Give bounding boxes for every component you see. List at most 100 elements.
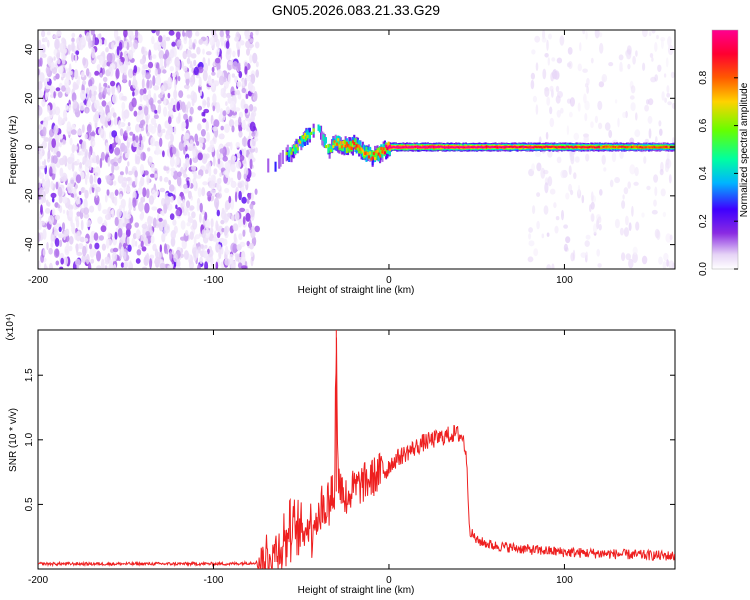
colorbar-ticks: 0.0 0.2 0.4 0.6 0.8 bbox=[698, 70, 738, 276]
noise-blob bbox=[220, 246, 224, 255]
noise-blob bbox=[68, 63, 72, 74]
noise-blob bbox=[170, 49, 175, 59]
noise-blob bbox=[47, 39, 50, 48]
noise-blob bbox=[94, 99, 100, 110]
ridge-cell bbox=[379, 150, 382, 157]
noise-blob bbox=[659, 168, 664, 176]
noise-blob bbox=[568, 61, 573, 69]
noise-blob bbox=[148, 97, 154, 106]
ridge-cell bbox=[410, 145, 413, 148]
noise-blob bbox=[99, 157, 103, 169]
ridge-cell bbox=[363, 152, 366, 156]
ridge-cell bbox=[329, 149, 332, 153]
noise-blob bbox=[146, 79, 150, 89]
ridge-cell bbox=[537, 145, 540, 148]
noise-blob bbox=[622, 111, 627, 119]
noise-blob bbox=[96, 154, 100, 165]
noise-blob bbox=[114, 147, 121, 156]
noise-blob bbox=[195, 249, 199, 259]
noise-blob bbox=[77, 75, 81, 86]
noise-blob bbox=[219, 30, 224, 38]
noise-blob bbox=[246, 198, 250, 204]
ridge-cell bbox=[596, 146, 599, 149]
noise-blob bbox=[601, 154, 606, 165]
noise-blob bbox=[75, 184, 78, 189]
snr-plot-frame bbox=[37, 329, 676, 570]
ridge-cell bbox=[327, 144, 330, 148]
noise-blob bbox=[223, 123, 230, 133]
ridge-cell bbox=[464, 146, 467, 149]
noise-blob bbox=[195, 31, 200, 37]
snr-y-label: SNR (10 * v/v) bbox=[8, 408, 19, 472]
snr-x-label: Height of straight line (km) bbox=[298, 585, 415, 596]
noise-blob bbox=[234, 107, 241, 112]
ridge-cell bbox=[281, 150, 284, 164]
ridge-cell bbox=[591, 146, 594, 149]
noise-blob bbox=[653, 199, 657, 207]
ridge-cell bbox=[544, 145, 547, 148]
noise-blob bbox=[241, 196, 247, 204]
noise-blob bbox=[244, 261, 248, 267]
noise-blob bbox=[100, 225, 107, 233]
noise-blob bbox=[142, 94, 148, 101]
noise-blob bbox=[108, 260, 113, 269]
ridge-cell bbox=[349, 141, 352, 148]
noise-blob bbox=[248, 104, 254, 112]
ridge-cell bbox=[356, 139, 359, 150]
ridge-cell bbox=[523, 145, 526, 148]
noise-blob bbox=[666, 85, 670, 93]
noise-blob bbox=[197, 187, 202, 198]
ridge-cell bbox=[533, 145, 536, 148]
ridge-cell bbox=[581, 145, 584, 148]
noise-blob bbox=[135, 229, 141, 240]
noise-blob bbox=[183, 113, 188, 121]
noise-blob bbox=[146, 188, 150, 199]
ridge-cell bbox=[334, 140, 337, 151]
noise-blob bbox=[568, 165, 572, 176]
noise-blob bbox=[154, 68, 158, 76]
noise-blob bbox=[224, 258, 231, 266]
noise-blob bbox=[554, 70, 560, 80]
noise-blob bbox=[49, 109, 53, 116]
noise-blob bbox=[141, 78, 145, 89]
noise-blob bbox=[132, 197, 137, 208]
noise-blob bbox=[247, 81, 253, 92]
noise-blob bbox=[189, 106, 194, 115]
noise-blob bbox=[574, 156, 580, 163]
noise-blob bbox=[189, 205, 195, 211]
noise-blob bbox=[159, 137, 163, 147]
noise-blob bbox=[72, 99, 78, 110]
noise-blob bbox=[628, 258, 634, 269]
noise-blob bbox=[530, 72, 536, 80]
noise-blob bbox=[76, 159, 80, 164]
noise-blob bbox=[565, 236, 571, 244]
ridge-cell bbox=[301, 135, 304, 142]
noise-blob bbox=[169, 213, 175, 221]
noise-blob bbox=[108, 101, 112, 108]
noise-blob bbox=[173, 125, 177, 135]
noise-blob bbox=[250, 208, 255, 218]
noise-blob bbox=[183, 211, 188, 216]
ridge-cell bbox=[380, 146, 383, 150]
ridge-cell bbox=[623, 146, 626, 148]
noise-blob bbox=[71, 52, 74, 62]
noise-blob bbox=[38, 166, 41, 177]
noise-blob bbox=[582, 30, 586, 35]
noise-blob bbox=[242, 229, 246, 237]
ridge-cell bbox=[645, 146, 648, 149]
noise-blob bbox=[201, 229, 206, 239]
ridge-cell bbox=[385, 144, 388, 148]
snr-series-line bbox=[38, 330, 675, 569]
noise-blob bbox=[549, 117, 555, 128]
noise-blob bbox=[75, 243, 79, 251]
noise-blob bbox=[244, 108, 248, 114]
noise-blob bbox=[573, 172, 577, 180]
ridge-cell bbox=[559, 146, 562, 148]
noise-blob bbox=[250, 192, 254, 201]
noise-blob bbox=[204, 211, 208, 221]
noise-blob bbox=[125, 165, 129, 175]
noise-blob bbox=[202, 118, 207, 123]
noise-blob bbox=[98, 235, 104, 241]
ridge-cell bbox=[307, 132, 310, 139]
noise-blob bbox=[237, 62, 241, 72]
